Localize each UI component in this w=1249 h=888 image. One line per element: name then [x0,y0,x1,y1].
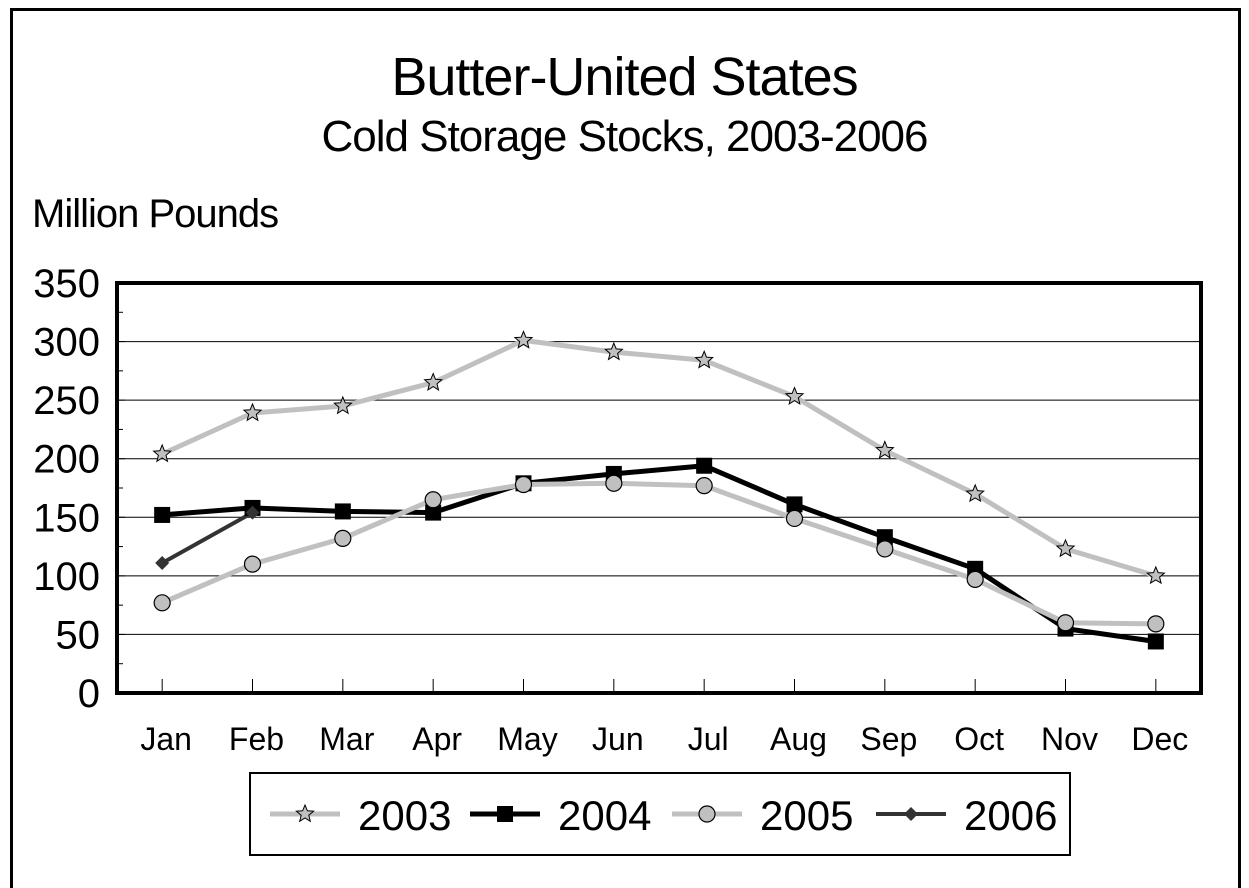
data-point-2004 [334,503,351,520]
x-tick-label: Dec [1131,721,1188,757]
plot-area-border [115,281,1203,695]
data-point-2004 [876,529,893,546]
legend-marker-2004 [497,806,513,822]
x-tick-label: Jun [592,721,644,757]
data-point-2005 [153,594,171,612]
y-tick-label: 100 [33,555,100,599]
data-point-2003 [694,349,714,369]
legend-label-2005: 2005 [760,792,853,839]
chart-title: Butter-United States [391,47,858,107]
data-point-2005 [785,509,804,528]
x-tick-label: Aug [770,721,827,757]
y-tick-label: 300 [33,321,100,365]
line-chart: 0 50 100 150 200 250 300 350 Jan Feb Mar Apr May Jun J… [33,262,1203,856]
data-point-2005 [605,474,623,492]
data-point-2006 [245,505,260,520]
data-point-2003 [784,386,805,405]
data-point-2003 [1055,538,1076,558]
data-point-2005 [966,570,984,588]
chart-subtitle: Cold Storage Stocks, 2003-2006 [321,112,929,161]
legend-label-2003: 2003 [358,792,451,839]
x-tick-label: Oct [954,721,1004,757]
x-tick-label: Apr [412,721,462,757]
data-point-2005 [514,475,533,494]
y-tick-label: 50 [56,613,101,657]
legend-label-2004: 2004 [558,792,651,839]
data-point-2003 [152,443,172,463]
data-point-2003 [965,483,985,503]
data-point-2004 [425,504,442,521]
x-tick-label: Feb [229,721,284,757]
data-point-2005 [243,555,262,573]
data-point-2003 [875,440,895,459]
y-tick-label: 250 [33,379,100,423]
data-point-2003 [604,341,624,361]
legend-marker-2006 [904,807,918,821]
y-tick-label: 150 [33,496,100,540]
x-tick-label: Mar [319,721,374,757]
x-tick-label: May [497,721,557,757]
x-tick-label: Jan [140,721,192,757]
y-axis-label: Million Pounds [32,192,279,236]
data-point-2004 [154,506,171,523]
legend-marker-2003 [295,803,315,823]
x-tick-label: Jul [688,721,729,757]
data-point-2003 [333,395,353,415]
series-line-2006 [161,510,254,565]
y-tick-label: 350 [33,262,100,306]
y-tick-label: 200 [33,438,100,482]
data-point-2005 [334,529,352,547]
legend-label-2006: 2006 [964,792,1057,839]
data-point-2003 [423,372,443,391]
y-tick-label: 0 [78,672,100,716]
x-tick-label: Sep [860,721,917,757]
data-point-2005 [876,540,894,558]
data-point-2005 [1147,615,1165,633]
data-point-2005 [424,491,442,509]
chart-frame [10,8,1241,888]
x-tick-label: Nov [1041,721,1098,757]
data-point-2005 [1056,614,1075,632]
data-point-2003 [513,330,534,349]
data-point-2003 [1146,565,1166,585]
data-point-2006 [155,555,170,570]
series-line-2004 [162,463,1157,644]
data-point-2003 [242,402,263,422]
legend-marker-2005 [698,805,716,823]
data-point-2004 [786,496,803,513]
series-line-2003 [161,337,1157,579]
series-line-2005 [161,480,1156,627]
data-point-2005 [695,477,713,495]
data-point-2004 [1147,633,1164,650]
data-point-2004 [696,457,713,474]
